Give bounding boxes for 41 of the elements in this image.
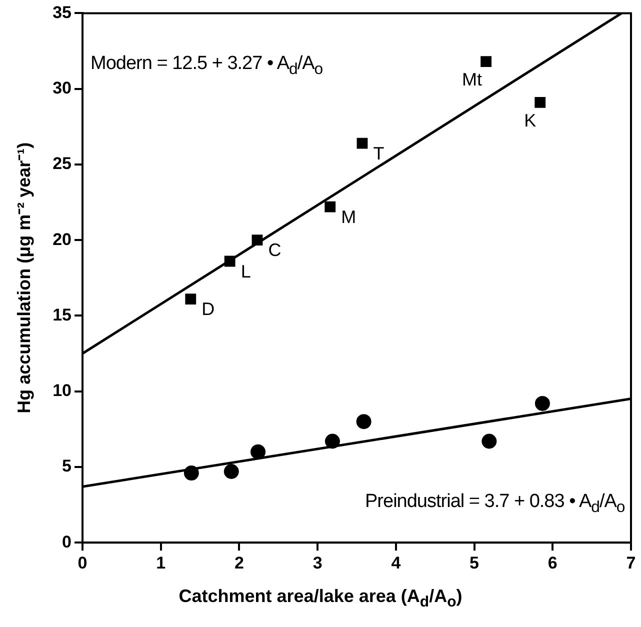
annotation: M — [341, 206, 356, 227]
y-axis-title: Hg accumulation (μg m⁻² year⁻¹) — [14, 142, 34, 414]
point — [184, 466, 199, 481]
y-tick-label: 35 — [52, 2, 72, 22]
x-tick-label: 6 — [548, 553, 558, 572]
y-tick-label: 5 — [62, 456, 72, 476]
annotation: L — [240, 261, 251, 282]
point — [480, 56, 492, 68]
point — [224, 464, 239, 480]
point — [324, 201, 336, 212]
x-tick-label: 3 — [312, 553, 322, 572]
annotation: T — [373, 143, 384, 164]
annotation: K — [524, 110, 536, 130]
x-tick-label: 0 — [78, 553, 88, 572]
x-tick-label: 5 — [470, 553, 480, 572]
y-tick-label: 25 — [52, 154, 72, 174]
x-tick-label: 7 — [626, 553, 636, 572]
point — [324, 434, 340, 449]
annotation: C — [268, 240, 282, 260]
point — [250, 444, 266, 460]
point — [534, 396, 550, 411]
x-tick-label: 4 — [391, 553, 402, 572]
point — [356, 414, 372, 430]
point — [482, 434, 497, 449]
point — [252, 234, 263, 246]
point — [224, 256, 236, 267]
x-axis-title: Catchment area/lake area (A$_{d}$/A$_{o}$) — [178, 586, 464, 611]
y-tick-label: 20 — [52, 230, 72, 249]
annotation: Preindustrial = 3.7 + 0.83 • A$_{d}$/A$_{o}$ — [365, 490, 625, 516]
y-tick-label: 0 — [62, 532, 72, 552]
point — [534, 96, 546, 108]
point — [356, 138, 368, 149]
annotation: Modern = 12.5 + 3.27 • A$_{d}$/A$_{o}$ — [90, 53, 323, 79]
annotation: Mt — [462, 70, 482, 90]
y-tick-label: 15 — [52, 305, 72, 324]
annotation: D — [202, 299, 215, 320]
x-tick-label: 2 — [234, 553, 244, 572]
y-tick-label: 30 — [52, 78, 72, 98]
y-tick-label: 10 — [52, 381, 72, 400]
point — [185, 294, 196, 305]
x-tick-label: 1 — [156, 553, 166, 572]
